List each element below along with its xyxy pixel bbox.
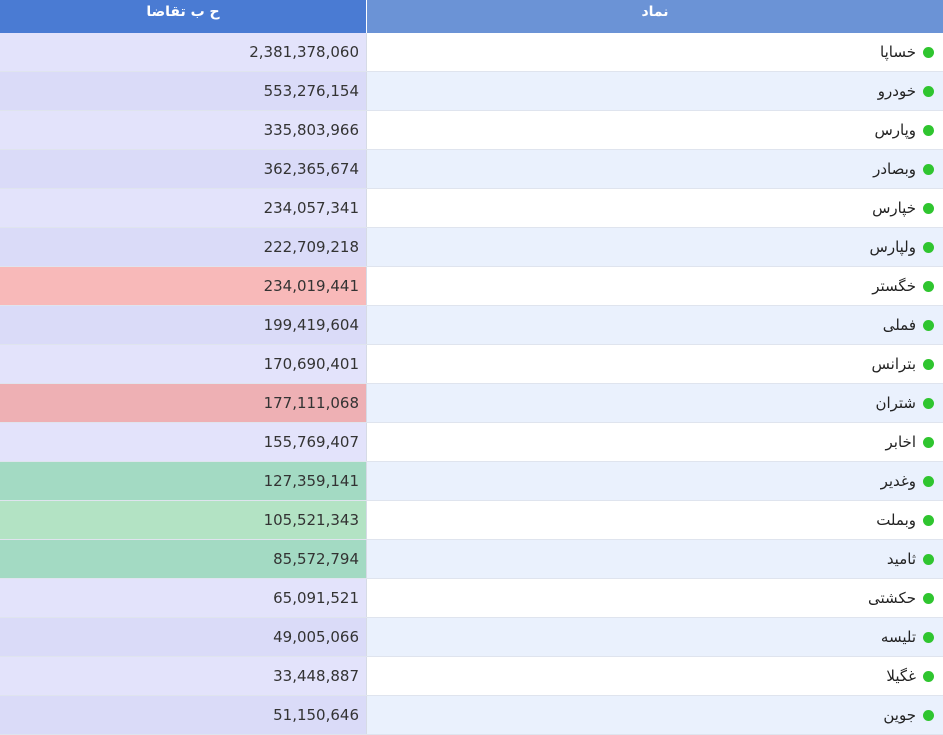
table-row[interactable]: 65,091,521 حکشتی <box>0 579 943 618</box>
status-dot-icon <box>923 358 934 370</box>
demand-value-cell: 65,091,521 <box>0 579 367 617</box>
column-header-symbol[interactable]: نماد <box>367 0 943 33</box>
symbol-cell[interactable]: خگستر <box>367 267 943 305</box>
table-header: ح ب تقاضا نماد <box>0 0 943 33</box>
symbol-name: ولپارس <box>869 238 916 256</box>
symbol-cell[interactable]: ولپارس <box>367 228 943 266</box>
status-dot-icon <box>923 124 934 136</box>
table-row[interactable]: 2,381,378,060 خساپا <box>0 33 943 72</box>
symbol-cell[interactable]: اخابر <box>367 423 943 461</box>
status-dot-icon <box>923 514 934 526</box>
demand-value-cell: 105,521,343 <box>0 501 367 539</box>
demand-value-cell: 222,709,218 <box>0 228 367 266</box>
table-row[interactable]: 49,005,066 تلیسه <box>0 618 943 657</box>
symbol-name: وبصادر <box>873 160 916 178</box>
status-dot-icon <box>923 592 934 604</box>
status-dot-icon <box>923 397 934 409</box>
status-dot-icon <box>923 280 934 292</box>
table-row[interactable]: 335,803,966 وپارس <box>0 111 943 150</box>
table-row[interactable]: 33,448,887 غگیلا <box>0 657 943 696</box>
status-dot-icon <box>923 553 934 565</box>
table-row[interactable]: 222,709,218 ولپارس <box>0 228 943 267</box>
table-row[interactable]: 170,690,401 بترانس <box>0 345 943 384</box>
symbol-cell[interactable]: شتران <box>367 384 943 422</box>
status-dot-icon <box>923 631 934 643</box>
demand-value-cell: 155,769,407 <box>0 423 367 461</box>
status-dot-icon <box>923 475 934 487</box>
symbol-cell[interactable]: جوین <box>367 696 943 734</box>
table-row[interactable]: 362,365,674 وبصادر <box>0 150 943 189</box>
symbol-cell[interactable]: وپارس <box>367 111 943 149</box>
symbol-name: وغدیر <box>880 472 916 490</box>
symbol-cell[interactable]: حکشتی <box>367 579 943 617</box>
demand-value-cell: 234,019,441 <box>0 267 367 305</box>
column-header-demand[interactable]: ح ب تقاضا <box>0 0 367 33</box>
symbol-cell[interactable]: وبملت <box>367 501 943 539</box>
demand-value-cell: 33,448,887 <box>0 657 367 695</box>
demand-value-cell: 49,005,066 <box>0 618 367 656</box>
table-row[interactable]: 234,019,441 خگستر <box>0 267 943 306</box>
symbol-cell[interactable]: وبصادر <box>367 150 943 188</box>
demand-value-cell: 335,803,966 <box>0 111 367 149</box>
status-dot-icon <box>923 202 934 214</box>
demand-value-cell: 234,057,341 <box>0 189 367 227</box>
table-row[interactable]: 85,572,794 ثامید <box>0 540 943 579</box>
demand-value-cell: 85,572,794 <box>0 540 367 578</box>
status-dot-icon <box>923 163 934 175</box>
symbol-cell[interactable]: تلیسه <box>367 618 943 656</box>
demand-value-cell: 199,419,604 <box>0 306 367 344</box>
symbol-name: فملی <box>882 316 916 334</box>
table-row[interactable]: 234,057,341 خپارس <box>0 189 943 228</box>
status-dot-icon <box>923 319 934 331</box>
symbol-name: خودرو <box>877 82 916 100</box>
symbol-name: جوین <box>883 706 916 724</box>
demand-value-cell: 170,690,401 <box>0 345 367 383</box>
status-dot-icon <box>923 670 934 682</box>
status-dot-icon <box>923 46 934 58</box>
symbol-cell[interactable]: خودرو <box>367 72 943 110</box>
demand-value-cell: 553,276,154 <box>0 72 367 110</box>
table-row[interactable]: 177,111,068 شتران <box>0 384 943 423</box>
status-dot-icon <box>923 709 934 721</box>
symbol-name: وبملت <box>876 511 916 529</box>
table-row[interactable]: 155,769,407 اخابر <box>0 423 943 462</box>
status-dot-icon <box>923 436 934 448</box>
table-row[interactable]: 199,419,604 فملی <box>0 306 943 345</box>
symbol-cell[interactable]: ثامید <box>367 540 943 578</box>
demand-value-cell: 51,150,646 <box>0 696 367 734</box>
symbol-name: خگستر <box>872 277 916 295</box>
table-row[interactable]: 553,276,154 خودرو <box>0 72 943 111</box>
symbol-cell[interactable]: بترانس <box>367 345 943 383</box>
symbol-name: شتران <box>875 394 916 412</box>
demand-value-cell: 127,359,141 <box>0 462 367 500</box>
symbol-cell[interactable]: خساپا <box>367 33 943 71</box>
symbol-name: خساپا <box>880 43 916 61</box>
status-dot-icon <box>923 85 934 97</box>
table-row[interactable]: 127,359,141 وغدیر <box>0 462 943 501</box>
table-row[interactable]: 51,150,646 جوین <box>0 696 943 735</box>
symbol-name: اخابر <box>885 433 916 451</box>
symbol-name: بترانس <box>871 355 916 373</box>
symbol-name: تلیسه <box>880 628 916 646</box>
symbol-name: خپارس <box>872 199 916 217</box>
symbol-cell[interactable]: وغدیر <box>367 462 943 500</box>
symbol-name: ثامید <box>886 550 916 568</box>
symbol-name: وپارس <box>874 121 916 139</box>
table-row[interactable]: 105,521,343 وبملت <box>0 501 943 540</box>
symbol-cell[interactable]: خپارس <box>367 189 943 227</box>
table-body: 2,381,378,060 خساپا 553,276,154 خودرو 335,80… <box>0 33 943 735</box>
symbol-cell[interactable]: غگیلا <box>367 657 943 695</box>
status-dot-icon <box>923 241 934 253</box>
symbol-name: غگیلا <box>886 667 916 685</box>
demand-value-cell: 177,111,068 <box>0 384 367 422</box>
demand-value-cell: 2,381,378,060 <box>0 33 367 71</box>
symbol-cell[interactable]: فملی <box>367 306 943 344</box>
demand-value-cell: 362,365,674 <box>0 150 367 188</box>
symbol-name: حکشتی <box>868 589 916 607</box>
